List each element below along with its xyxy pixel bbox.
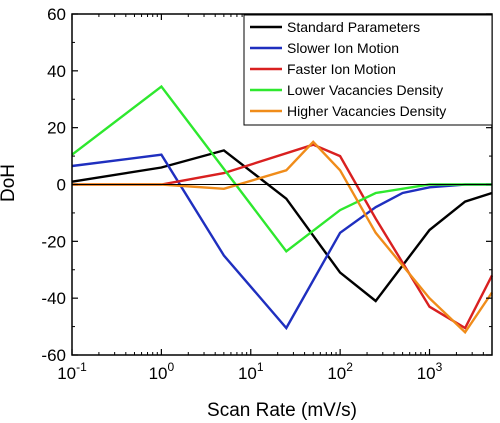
series-line-1 [71,149,493,303]
series-line-5 [72,140,493,335]
legend-label: Faster Ion Motion [287,61,396,77]
x-axis-label: Scan Rate (mV/s) [207,400,357,421]
x-tick-label: 100 [149,360,175,383]
series-line-2 [71,153,492,331]
legend-label: Standard Parameters [287,19,420,35]
y-tick-label: -40 [41,289,66,308]
legend-label: Slower Ion Motion [287,40,399,56]
y-tick-label: 40 [47,62,66,81]
x-tick-label: 103 [417,360,443,383]
y-tick-label: 0 [57,176,66,195]
x-tick-label: 10-1 [57,360,87,383]
legend-box [243,14,493,126]
y-tick-label: -20 [41,232,66,251]
x-tick-label: 101 [238,360,264,383]
y-tick-label: 20 [47,119,66,138]
legend-label: Higher Vacancies Density [287,103,446,119]
x-tick-label: 102 [327,360,353,383]
legend: Standard Parameters Slower Ion Motion Fast… [243,14,493,126]
y-tick-label: -60 [41,346,66,365]
legend-label: Lower Vacancies Density [287,82,443,98]
y-tick-label: 60 [47,5,66,24]
y-axis-label: DoH [0,164,19,202]
